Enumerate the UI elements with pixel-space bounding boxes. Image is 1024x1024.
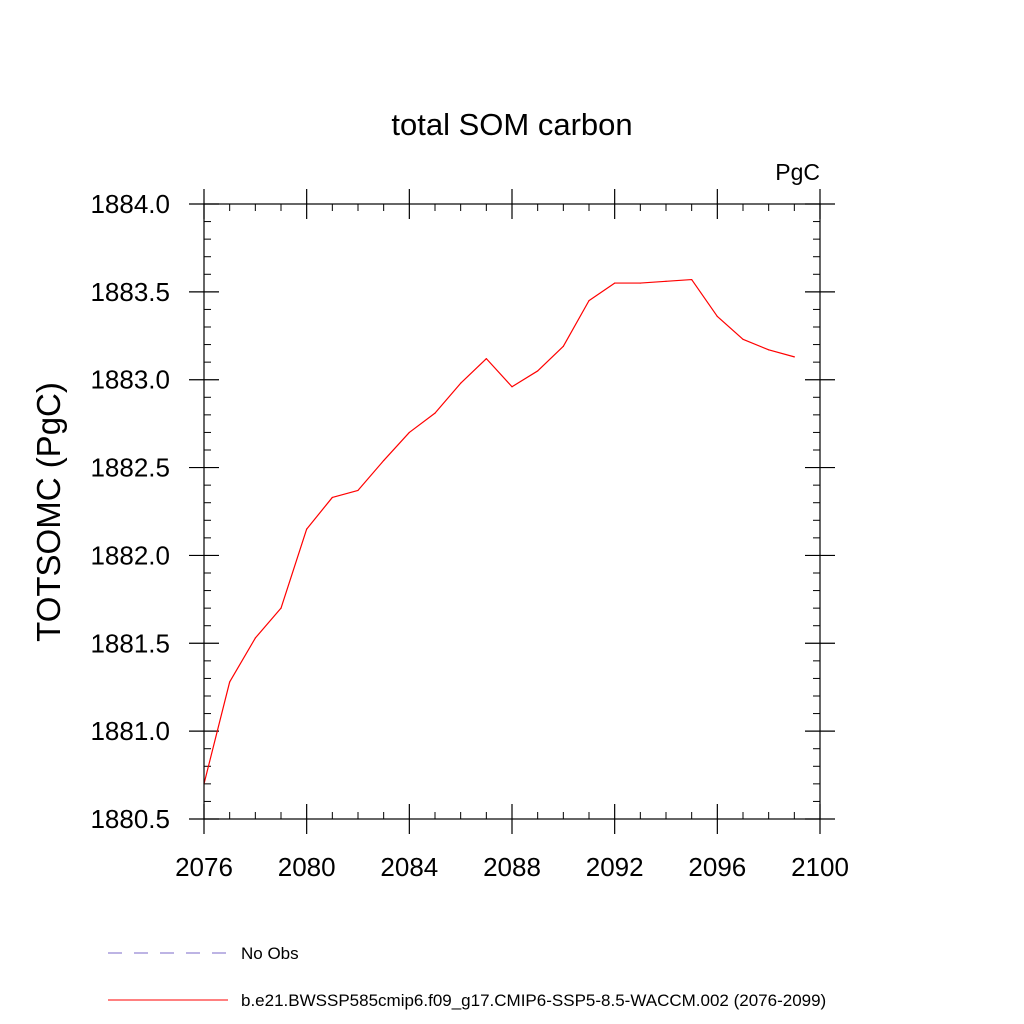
- x-tick-label: 2092: [586, 852, 644, 882]
- y-tick-label: 1881.0: [90, 716, 170, 746]
- series-line: [203, 278, 795, 785]
- x-tick-label: 2100: [791, 852, 849, 882]
- data-point: [357, 489, 359, 492]
- data-point: [691, 278, 693, 281]
- plot-frame: [203, 203, 821, 820]
- data-point: [742, 338, 744, 340]
- data-point: [331, 496, 333, 499]
- legend-label: No Obs: [241, 944, 299, 963]
- y-tick-label: 1884.0: [90, 189, 170, 219]
- chart-title: total SOM carbon: [391, 107, 632, 142]
- y-tick-label: 1882.0: [90, 540, 170, 570]
- x-tick-label: 2076: [175, 852, 233, 882]
- y-tick-label: 1883.5: [90, 277, 170, 307]
- data-point: [768, 349, 770, 351]
- data-point: [614, 282, 616, 284]
- y-tick-label: 1880.5: [90, 804, 170, 834]
- data-point: [639, 282, 641, 284]
- data-point: [460, 382, 462, 384]
- data-point: [562, 345, 564, 347]
- data-point: [485, 358, 487, 360]
- series-group: [203, 278, 795, 785]
- y-tick-label: 1883.0: [90, 365, 170, 395]
- x-tick-label: 2088: [483, 852, 541, 882]
- y-axis-label: TOTSOMC (PgC): [30, 382, 67, 642]
- legend-label: b.e21.BWSSP585cmip6.f09_g17.CMIP6-SSP5-8…: [241, 991, 826, 1010]
- data-point: [511, 386, 513, 388]
- x-tick-label: 2080: [278, 852, 336, 882]
- units-label: PgC: [775, 159, 820, 185]
- data-point: [254, 637, 256, 639]
- data-point: [408, 431, 410, 434]
- y-axis-ticks: 1880.5 1881.0 1881.5 1882.0 1882.5 1883.0 1883…: [90, 189, 835, 834]
- data-point: [434, 412, 436, 414]
- data-point: [537, 370, 539, 372]
- y-tick-label: 1882.5: [90, 453, 170, 483]
- data-point: [280, 607, 282, 609]
- data-point: [793, 356, 795, 358]
- data-point: [306, 528, 308, 530]
- x-axis-ticks: 2076 2080 2084 2088 2092 2096 2100: [175, 189, 849, 882]
- data-point: [383, 459, 385, 462]
- legend: No Obs b.e21.BWSSP585cmip6.f09_g17.CMIP6-…: [108, 944, 826, 1010]
- y-tick-label: 1881.5: [90, 628, 170, 658]
- data-point: [588, 300, 590, 302]
- data-point: [716, 315, 718, 318]
- data-point: [665, 280, 667, 282]
- x-tick-label: 2096: [688, 852, 746, 882]
- x-tick-label: 2084: [380, 852, 438, 882]
- data-point: [229, 681, 231, 683]
